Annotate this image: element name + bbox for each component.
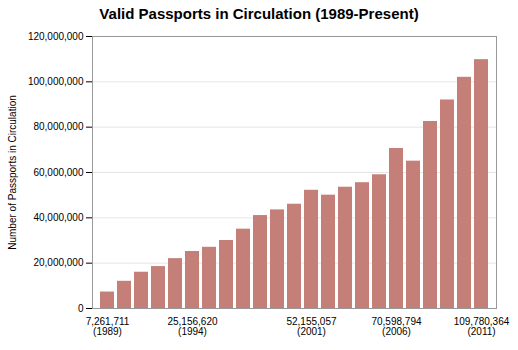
svg-text:52,155,057(2001): 52,155,057(2001) [286,316,336,337]
svg-text:100,000,000: 100,000,000 [28,76,84,87]
svg-text:60,000,000: 60,000,000 [33,167,83,178]
svg-text:25,156,620(1994): 25,156,620(1994) [167,316,217,337]
svg-text:70,598,794(2006): 70,598,794(2006) [371,316,421,337]
svg-text:0: 0 [78,303,84,314]
svg-text:40,000,000: 40,000,000 [33,212,83,223]
svg-text:109,780,364(2011): 109,780,364(2011) [454,316,510,337]
svg-text:Number of Passports in Circula: Number of Passports in Circulation [7,95,18,250]
html-text:Valid Passports in Circulation: Valid Passports in Circulation (1989-Pre… [99,5,419,22]
svg-text:120,000,000: 120,000,000 [28,31,84,42]
svg-text:80,000,000: 80,000,000 [33,121,83,132]
svg-text:20,000,000: 20,000,000 [33,257,83,268]
svg-text:7,261,711(1989): 7,261,711(1989) [86,316,130,337]
